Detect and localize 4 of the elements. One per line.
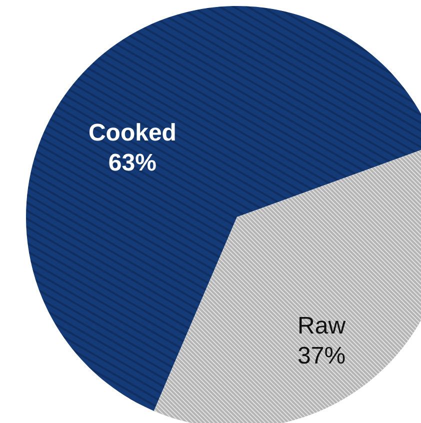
data-label: 37% — [298, 342, 346, 370]
slice-label: Raw — [298, 312, 346, 340]
data-label: 63% — [108, 150, 156, 177]
slice-label: Cooked — [88, 120, 176, 147]
